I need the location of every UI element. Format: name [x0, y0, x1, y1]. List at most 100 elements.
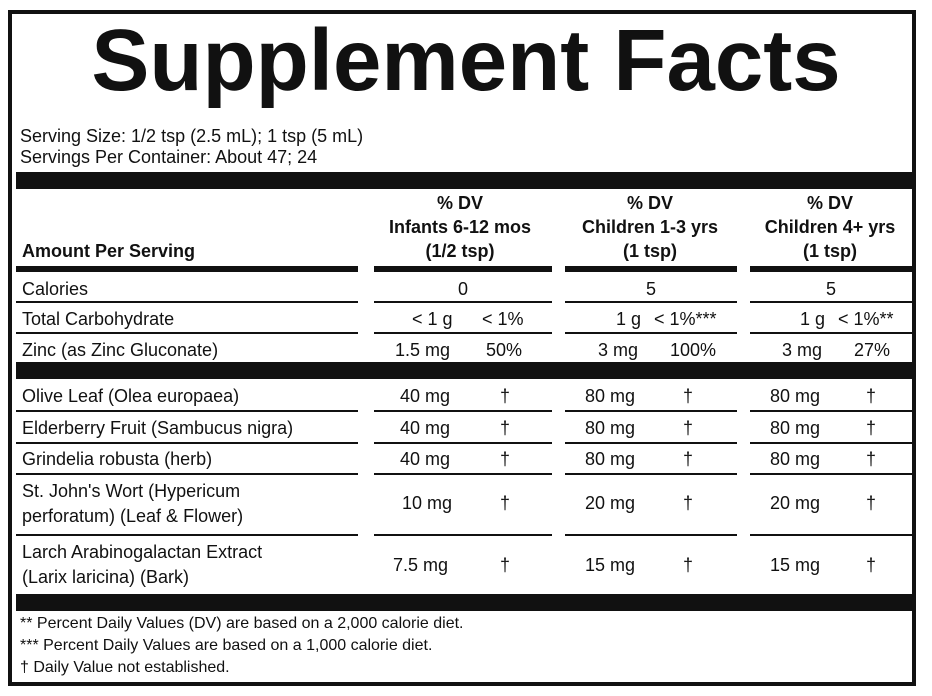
row-rule	[750, 534, 912, 536]
col1-serving: (1/2 tsp)	[425, 241, 495, 261]
olive-col1-amount: 40 mg	[400, 386, 451, 406]
elder-col3-dagger: †	[866, 418, 877, 438]
olive-col3-amount: 80 mg	[770, 386, 821, 406]
header-rule-col2	[565, 266, 737, 272]
col2-group: Children 1-3 yrs	[581, 217, 719, 237]
carb-col3-amount: 1 g	[800, 309, 826, 329]
col1-dv: % DV	[436, 193, 483, 213]
row-rule	[374, 534, 552, 536]
zinc-col1-amount: 1.5 mg	[395, 340, 451, 360]
zinc-col2-dv: 100%	[670, 340, 717, 360]
amount-per-serving-label: Amount Per Serving	[22, 241, 196, 261]
carb-col1-dv: < 1%	[482, 309, 524, 329]
zinc-col2-amount: 3 mg	[598, 340, 639, 360]
supplement-facts-panel	[8, 10, 916, 686]
nutrient-name-zinc: Zinc (as Zinc Gluconate)	[22, 340, 219, 360]
calories-col1: 0	[457, 279, 468, 299]
grind-col1-amount: 40 mg	[400, 449, 451, 469]
row-rule	[374, 301, 552, 303]
herb-name-grindelia: Grindelia robusta (herb)	[22, 449, 213, 469]
footnote-dagger: † Daily Value not established.	[20, 659, 230, 676]
larch-col2-amount: 15 mg	[585, 555, 636, 575]
grind-col2-amount: 80 mg	[585, 449, 636, 469]
row-rule	[374, 473, 552, 475]
row-rule	[374, 332, 552, 334]
col3-serving: (1 tsp)	[803, 241, 857, 261]
row-rule	[16, 442, 358, 444]
grind-col1-dagger: †	[500, 449, 511, 469]
herb-name-larch-line2: (Larix laricina) (Bark)	[22, 567, 190, 587]
calories-col2: 5	[645, 279, 656, 299]
sjw-col2-dagger: †	[683, 493, 694, 513]
row-rule	[374, 442, 552, 444]
row-rule	[565, 442, 737, 444]
sjw-col2-amount: 20 mg	[585, 493, 636, 513]
col3-dv: % DV	[806, 193, 853, 213]
row-rule	[565, 410, 737, 412]
grind-col2-dagger: †	[683, 449, 694, 469]
panel-title: Supplement Facts	[91, 12, 841, 109]
row-rule	[750, 473, 912, 475]
nutrient-name-carbohydrate: Total Carbohydrate	[22, 309, 175, 329]
row-rule	[16, 301, 358, 303]
header-rule-name	[16, 266, 358, 272]
footnote-triple-asterisk: *** Percent Daily Values are based on a …	[20, 637, 433, 654]
herb-name-olive-leaf: Olive Leaf (Olea europaea)	[22, 386, 240, 406]
larch-col2-dagger: †	[683, 555, 694, 575]
zinc-col3-dv: 27%	[854, 340, 891, 360]
herb-name-elderberry: Elderberry Fruit (Sambucus nigra)	[22, 418, 294, 438]
servings-per-container: Servings Per Container: About 47; 24	[20, 147, 318, 167]
col2-dv: % DV	[626, 193, 673, 213]
row-rule	[374, 410, 552, 412]
larch-col3-dagger: †	[866, 555, 877, 575]
elder-col1-dagger: †	[500, 418, 511, 438]
herb-name-st-johns-wort-line2: perforatum) (Leaf & Flower)	[22, 506, 244, 526]
elder-col3-amount: 80 mg	[770, 418, 821, 438]
zinc-col3-amount: 3 mg	[782, 340, 823, 360]
grind-col3-amount: 80 mg	[770, 449, 821, 469]
carb-col3-dv: < 1%**	[838, 309, 894, 329]
row-rule	[16, 410, 358, 412]
sjw-col1-dagger: †	[500, 493, 511, 513]
thick-divider-top	[16, 172, 912, 189]
row-rule	[565, 301, 737, 303]
header-rule-col1	[374, 266, 552, 272]
carb-col1-amount: < 1 g	[412, 309, 453, 329]
herb-name-larch-line1: Larch Arabinogalactan Extract	[22, 542, 263, 562]
row-rule	[750, 332, 912, 334]
row-rule	[565, 473, 737, 475]
herb-name-st-johns-wort-line1: St. John's Wort (Hypericum	[22, 481, 241, 501]
row-rule	[565, 534, 737, 536]
elder-col2-amount: 80 mg	[585, 418, 636, 438]
olive-col1-dagger: †	[500, 386, 511, 406]
calories-col3: 5	[825, 279, 836, 299]
larch-col1-amount: 7.5 mg	[393, 555, 449, 575]
larch-col3-amount: 15 mg	[770, 555, 821, 575]
serving-size: Serving Size: 1/2 tsp (2.5 mL); 1 tsp (5…	[20, 126, 364, 146]
row-rule	[16, 534, 358, 536]
header-rule-col3	[750, 266, 912, 272]
col2-serving: (1 tsp)	[623, 241, 677, 261]
footnote-double-asterisk: ** Percent Daily Values (DV) are based o…	[20, 615, 464, 632]
sjw-col3-amount: 20 mg	[770, 493, 821, 513]
elder-col2-dagger: †	[683, 418, 694, 438]
col3-group: Children 4+ yrs	[764, 217, 896, 237]
row-rule	[565, 332, 737, 334]
carb-col2-amount: 1 g	[616, 309, 642, 329]
olive-col2-amount: 80 mg	[585, 386, 636, 406]
olive-col2-dagger: †	[683, 386, 694, 406]
olive-col3-dagger: †	[866, 386, 877, 406]
thick-divider-mid	[16, 362, 912, 379]
sjw-col1-amount: 10 mg	[402, 493, 453, 513]
nutrient-name-calories: Calories	[22, 279, 89, 299]
sjw-col3-dagger: †	[866, 493, 877, 513]
row-rule	[750, 410, 912, 412]
row-rule	[750, 442, 912, 444]
larch-col1-dagger: †	[500, 555, 511, 575]
elder-col1-amount: 40 mg	[400, 418, 451, 438]
thick-divider-bottom	[16, 594, 912, 611]
row-rule	[16, 473, 358, 475]
row-rule	[16, 332, 358, 334]
carb-col2-dv: < 1%***	[654, 309, 717, 329]
zinc-col1-dv: 50%	[486, 340, 523, 360]
